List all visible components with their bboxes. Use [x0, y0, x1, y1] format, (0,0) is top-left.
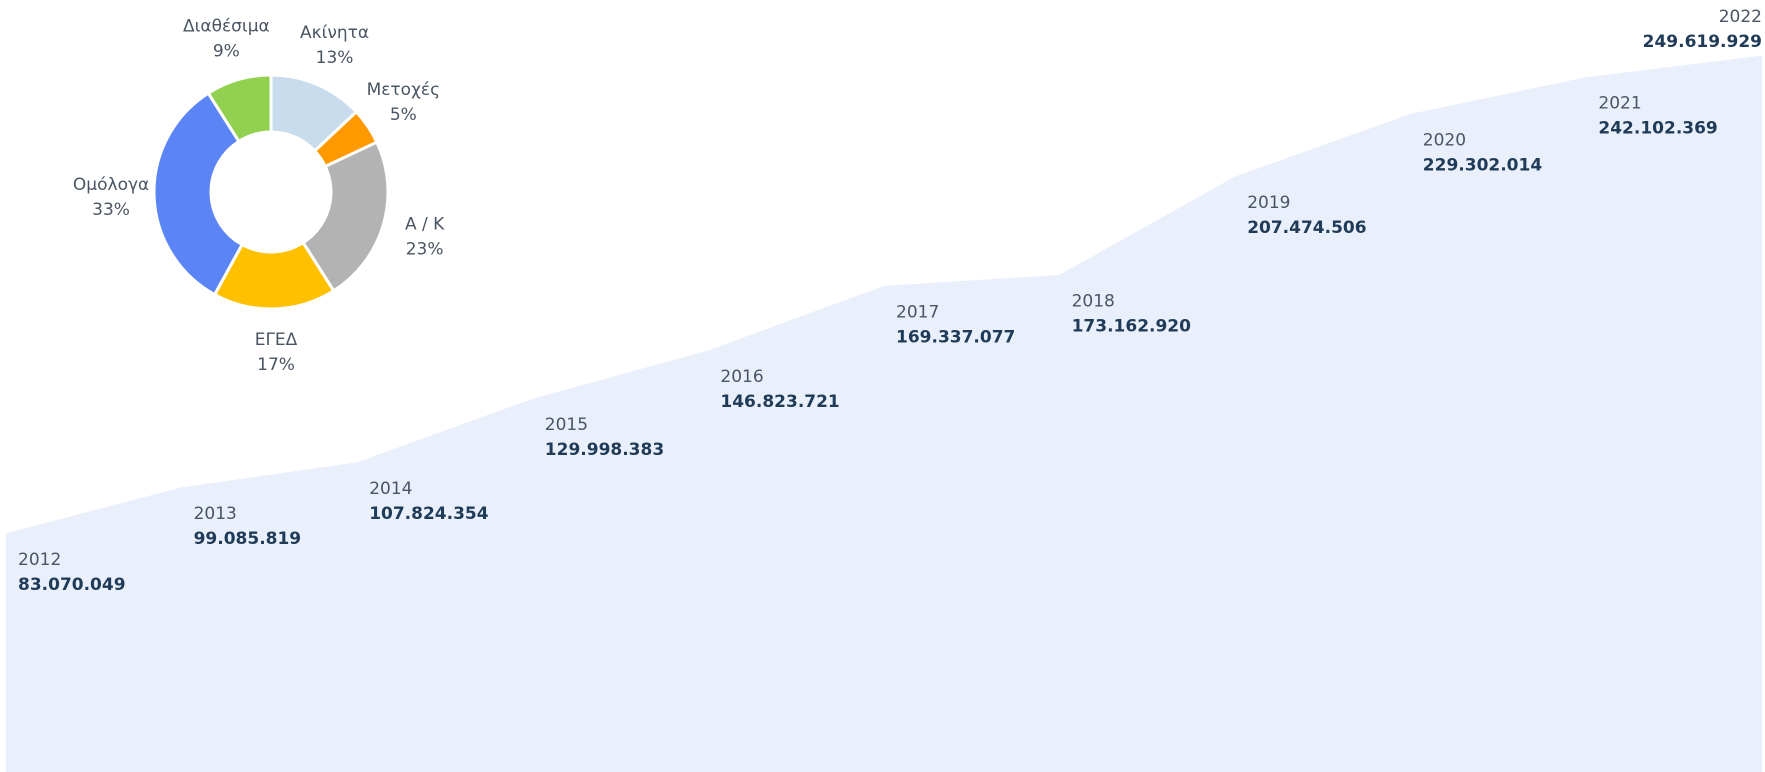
year-label: 2022: [1719, 7, 1762, 27]
slice-name: Α / Κ: [405, 215, 445, 235]
pie-slice: [152, 91, 245, 297]
value-label: 107.824.354: [369, 504, 489, 524]
area-fill: [6, 56, 1762, 772]
year-label: 2018: [1072, 291, 1115, 311]
year-label: 2016: [720, 367, 763, 387]
year-label: 2012: [18, 550, 61, 570]
pie-slice: [301, 140, 390, 293]
value-label: 207.474.506: [1247, 218, 1366, 238]
slice-percent: 9%: [213, 41, 240, 61]
slice-percent: 13%: [316, 48, 354, 68]
value-label: 99.085.819: [194, 529, 302, 549]
year-label: 2021: [1598, 94, 1641, 114]
slice-percent: 17%: [257, 355, 295, 375]
year-label: 2015: [545, 415, 588, 435]
slice-name: Ομόλογα: [73, 175, 149, 195]
year-label: 2017: [896, 302, 939, 322]
value-label: 173.162.920: [1072, 316, 1192, 336]
year-label: 2020: [1423, 130, 1466, 150]
value-label: 229.302.014: [1423, 155, 1543, 175]
area-line: [5, 55, 1763, 535]
slice-name: ΕΓΕΔ: [255, 330, 298, 350]
year-label: 2019: [1247, 193, 1290, 213]
slice-name: Ακίνητα: [300, 23, 369, 43]
slice-percent: 23%: [406, 240, 444, 260]
year-label: 2014: [369, 479, 412, 499]
year-label: 2013: [194, 504, 237, 524]
slice-percent: 5%: [390, 105, 417, 125]
pie-slice: [206, 73, 273, 144]
value-label: 169.337.077: [896, 327, 1015, 347]
slice-name: Διαθέσιμα: [183, 16, 270, 36]
value-label: 249.619.929: [1643, 32, 1762, 52]
value-label: 146.823.721: [720, 392, 839, 412]
slice-percent: 33%: [92, 200, 130, 220]
value-label: 83.070.049: [18, 575, 126, 595]
slice-name: Μετοχές: [367, 80, 440, 100]
value-label: 242.102.369: [1598, 119, 1717, 139]
value-label: 129.998.383: [545, 440, 664, 460]
